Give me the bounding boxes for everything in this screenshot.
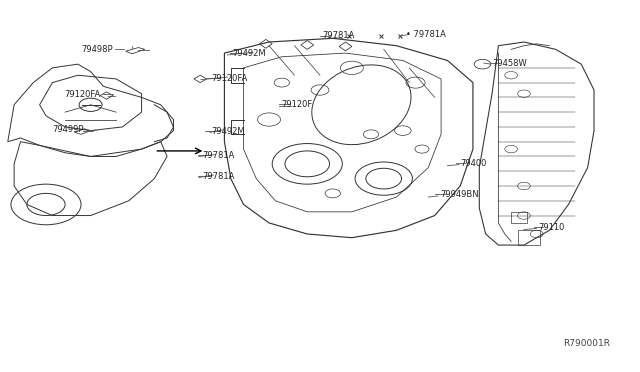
Text: 79499P: 79499P <box>52 125 84 134</box>
Text: 79781A: 79781A <box>323 31 355 40</box>
Text: 79492M: 79492M <box>212 127 245 136</box>
Bar <box>511 212 527 223</box>
Text: 79492M: 79492M <box>233 49 266 58</box>
Text: 79120FA: 79120FA <box>212 74 248 83</box>
Text: • 79781A: • 79781A <box>406 30 446 39</box>
Text: 79781A: 79781A <box>202 151 234 160</box>
Bar <box>518 230 540 245</box>
Text: 79120F: 79120F <box>282 100 313 109</box>
Text: 79110: 79110 <box>538 223 564 232</box>
Text: 79498P: 79498P <box>81 45 113 54</box>
Text: 79781A: 79781A <box>202 171 234 180</box>
Text: R790001R: R790001R <box>563 340 610 349</box>
Text: 79120FA: 79120FA <box>64 90 100 99</box>
Text: 79400: 79400 <box>460 158 486 168</box>
Text: 79458W: 79458W <box>492 58 527 68</box>
Text: 79949BN: 79949BN <box>440 190 479 199</box>
